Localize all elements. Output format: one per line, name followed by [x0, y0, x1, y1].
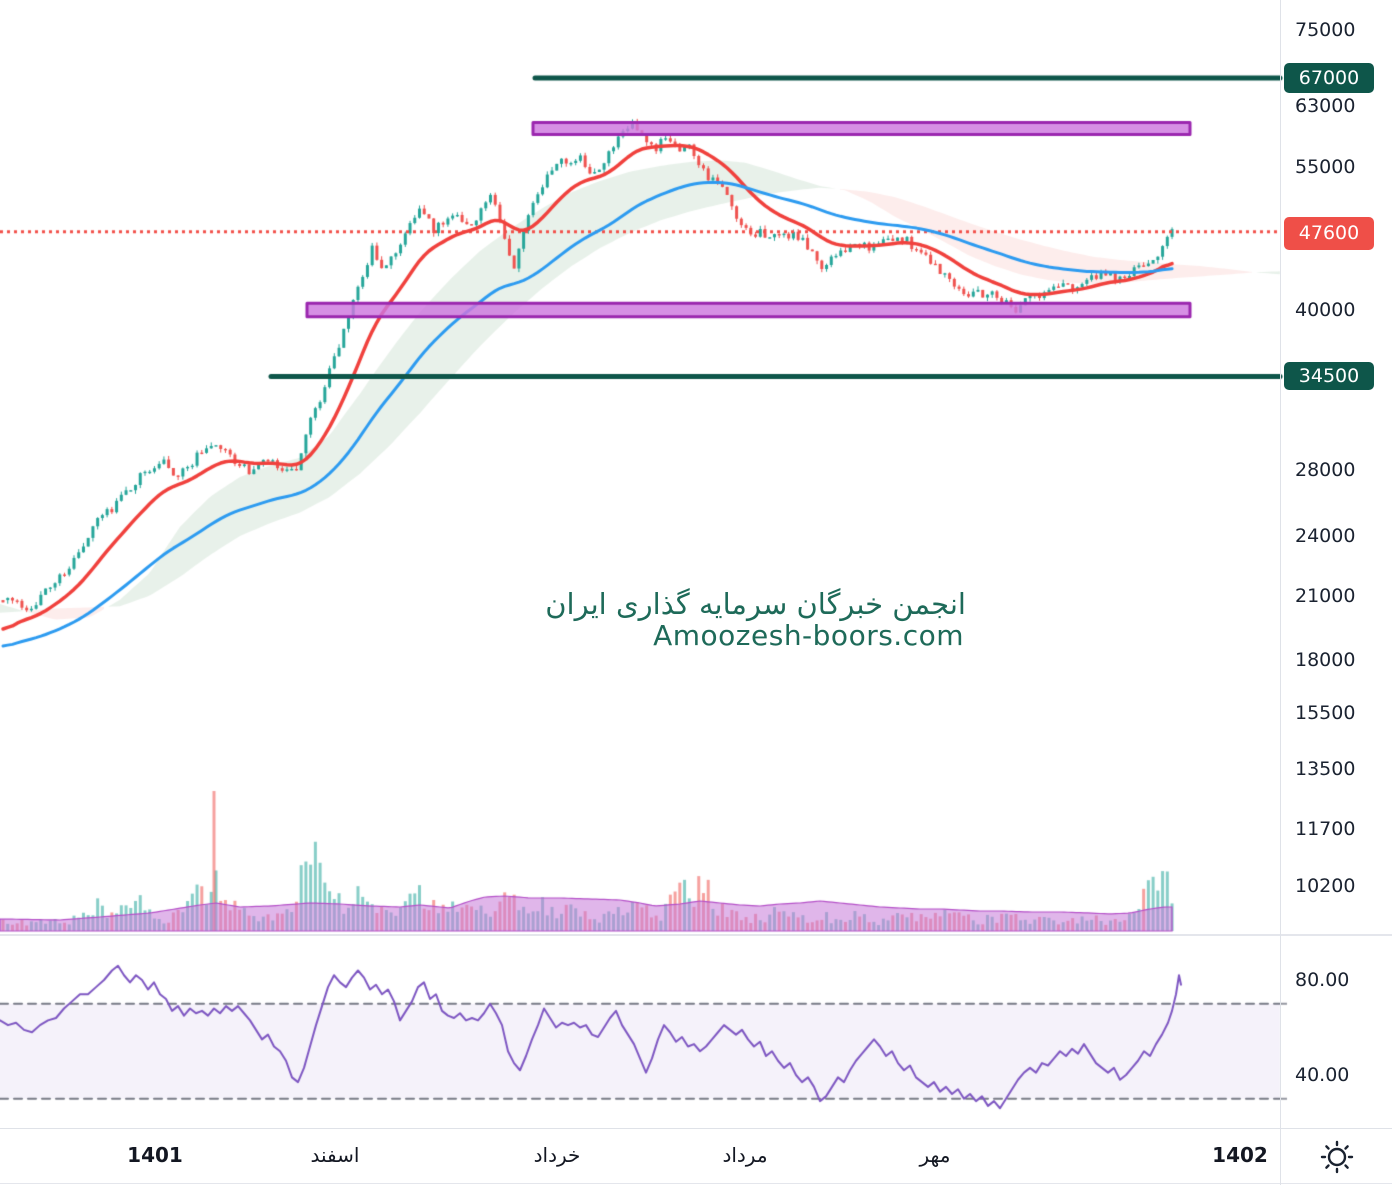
price-tick-10200: 10200: [1295, 875, 1356, 897]
axis-corner-cell: [1281, 1130, 1392, 1183]
price-tick-24000: 24000: [1295, 525, 1356, 547]
price-tick-63000: 63000: [1295, 95, 1356, 117]
price-tick-40000: 40000: [1295, 299, 1356, 321]
time-label-1401: 1401: [127, 1143, 183, 1167]
price-tick-75000: 75000: [1295, 19, 1356, 41]
rsi-tick-40.00: 40.00: [1295, 1064, 1350, 1086]
price-tick-13500: 13500: [1295, 758, 1356, 780]
price-tick-28000: 28000: [1295, 459, 1356, 481]
rsi-tick-80.00: 80.00: [1295, 969, 1350, 991]
time-label-اسفند: اسفند: [310, 1143, 360, 1167]
price-tick-18000: 18000: [1295, 649, 1356, 671]
price-scale-border: [1280, 0, 1281, 1185]
price-tick-15500: 15500: [1295, 702, 1356, 724]
level-badge-67000: 67000: [1284, 63, 1374, 93]
time-label-مرداد: مرداد: [722, 1143, 768, 1167]
time-label-1402: 1402: [1212, 1143, 1268, 1167]
time-label-خرداد: خرداد: [533, 1143, 581, 1167]
price-axis[interactable]: 75000 63000 55000 40000 28000 24000 21000 18000…: [1281, 0, 1392, 1128]
last-price-badge-47600: 47600: [1284, 216, 1374, 250]
sun-icon[interactable]: [1318, 1138, 1356, 1176]
bottom-border: [0, 1183, 1392, 1184]
price-tick-21000: 21000: [1295, 585, 1356, 607]
level-badge-34500: 34500: [1284, 362, 1374, 390]
price-tick-11700: 11700: [1295, 818, 1356, 840]
price-tick-55000: 55000: [1295, 156, 1356, 178]
time-label-مهر: مهر: [919, 1143, 951, 1167]
time-axis[interactable]: 1401 اسفند خرداد مرداد مهر 1402: [0, 1129, 1280, 1183]
time-axis-separator: [0, 1128, 1392, 1129]
pane-separator-volume-rsi[interactable]: [0, 934, 1392, 936]
